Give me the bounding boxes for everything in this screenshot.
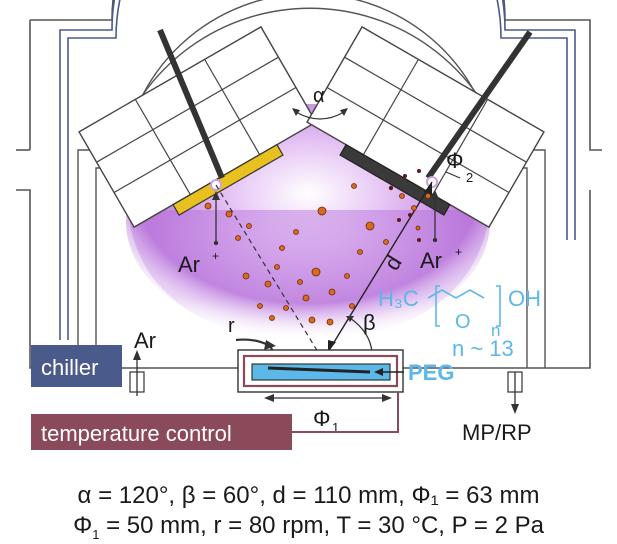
svg-text:+: +	[212, 249, 219, 263]
ar-inlet: Ar	[129, 328, 156, 396]
d-arrow-bottom	[328, 340, 336, 352]
chiller-box	[31, 345, 122, 387]
alpha-label: α	[313, 85, 325, 107]
dark-particles	[388, 169, 421, 242]
r-label: r	[228, 315, 235, 337]
svg-text:Ar: Ar	[134, 328, 156, 353]
caption-line-2: Φ1 = 50 mm, r = 80 rpm, T = 30 °C, P = 2…	[0, 512, 617, 542]
caption-line-2-sub: 1	[92, 527, 100, 542]
peg-formula: H₃C OH O n n ~ 13	[378, 285, 541, 361]
svg-text:n: n	[491, 321, 500, 340]
phi2-subscript: 2	[466, 170, 473, 185]
alpha-arrow-left	[292, 108, 300, 116]
chiller-label: chiller	[41, 355, 98, 380]
shaft-left	[157, 28, 225, 180]
phi1-label: Φ	[313, 406, 331, 431]
trajectory-dashed	[215, 184, 319, 353]
temperature-wire	[292, 392, 399, 433]
temperature-control-label: temperature control	[41, 421, 232, 446]
beta-label: β	[363, 310, 376, 335]
svg-text:+: +	[455, 245, 462, 259]
mp-rp-label: MP/RP	[462, 420, 532, 445]
ar-plus-left: Ar +	[178, 191, 220, 277]
chamber-outer-wall	[16, 0, 602, 369]
d-arrow-top	[424, 182, 432, 194]
svg-text:OH: OH	[508, 286, 541, 311]
phi1-arrow-right	[382, 394, 392, 402]
rotation-arrowhead	[264, 340, 276, 350]
alpha-arc	[295, 111, 345, 120]
pump-outlet: MP/RP	[462, 371, 532, 445]
svg-text:H₃C: H₃C	[378, 286, 419, 311]
beta-arc	[349, 317, 373, 353]
caption-line-2-phi: Φ	[73, 512, 93, 539]
phi1-arrow-left	[264, 394, 274, 402]
alpha-arrow-right	[340, 108, 348, 116]
svg-text:Ar: Ar	[178, 252, 200, 277]
ar-plus-right: Ar +	[420, 190, 462, 273]
peg-pointer-head	[374, 368, 383, 376]
phi2-label: Φ	[446, 148, 464, 173]
svg-text:n ~ 13: n ~ 13	[452, 336, 514, 361]
beta-arrow	[346, 316, 354, 322]
caption-line-1: α = 120°, β = 60°, d = 110 mm, Φ₁ = 63 m…	[77, 482, 540, 509]
caption-line-2-rest: = 50 mm, r = 80 rpm, T = 30 °C, P = 2 Pa	[99, 512, 544, 539]
shaft-right	[425, 30, 533, 180]
plasma-lower	[128, 210, 490, 345]
substrate-holder	[237, 349, 404, 393]
peg-label: PEG	[408, 360, 454, 385]
svg-text:Ar: Ar	[420, 248, 442, 273]
svg-text:O: O	[455, 311, 471, 333]
phi2-tick	[445, 171, 461, 179]
temperature-control-box	[31, 414, 292, 450]
phi1-subscript: 1	[332, 420, 339, 435]
